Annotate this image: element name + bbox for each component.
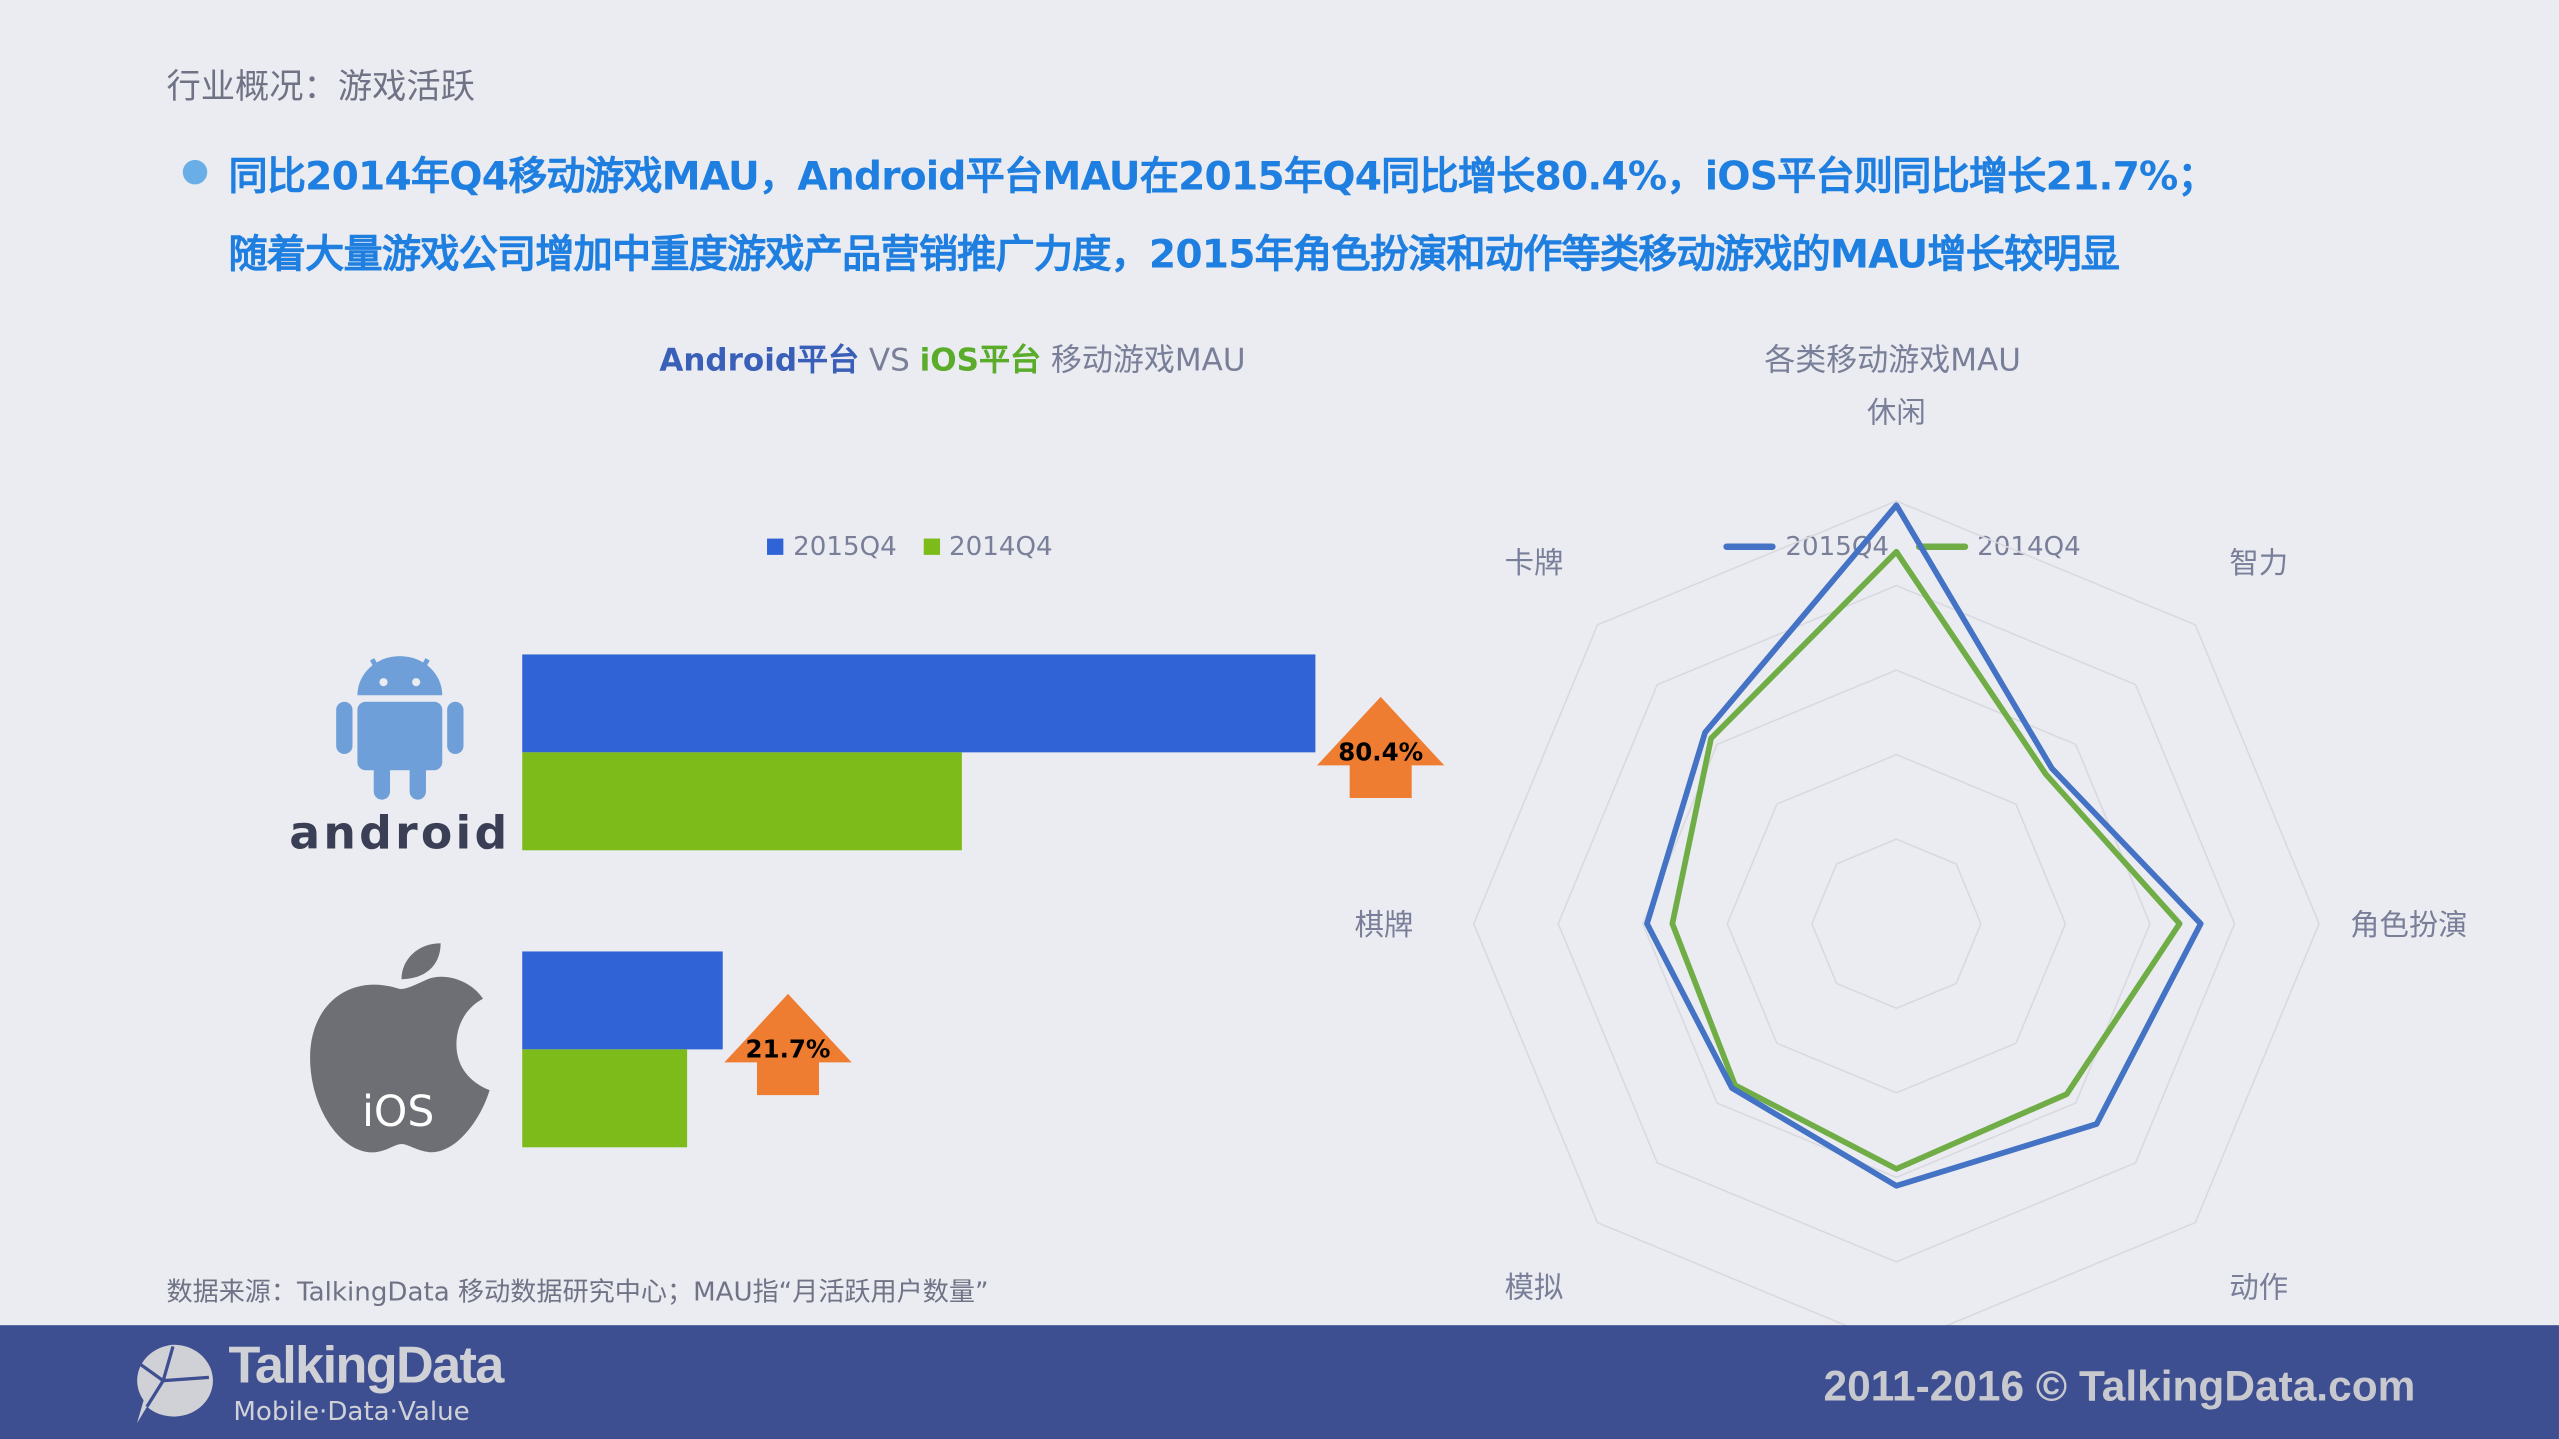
title-ios: iOS平台: [919, 342, 1042, 379]
radar-axis-label: 智力: [2229, 546, 2288, 580]
bar-ios-2015Q4: [522, 951, 723, 1050]
legend-swatch-2014: [922, 537, 940, 555]
radar-gridline: [1472, 500, 2320, 1348]
apple-logo-icon: [310, 943, 490, 1153]
growth-label-android: 80.4%: [1338, 738, 1423, 767]
legend-label-2015: 2015Q4: [793, 530, 897, 562]
title-vs: VS: [859, 342, 920, 379]
android-wordmark: android: [289, 807, 510, 860]
android-logo-icon: [336, 656, 464, 800]
bullet-dot: [182, 159, 208, 185]
footer-bar: [0, 1325, 2559, 1439]
radar-gridline: [1810, 838, 1982, 1010]
ios-wordmark: iOS: [362, 1088, 434, 1137]
bar-android-2015Q4: [522, 654, 1316, 753]
radar-gridline: [1557, 584, 2236, 1263]
bar-ios-2014Q4: [522, 1049, 688, 1148]
radar-chart-title: 各类移动游戏MAU: [1764, 342, 2021, 379]
legend-line-2015: [1723, 542, 1776, 550]
footer-brand: TalkingData: [228, 1334, 504, 1394]
bar-chart-title: Android平台 VS iOS平台 移动游戏MAU: [659, 336, 1245, 380]
radar-series-2014Q4: [1669, 548, 2183, 1172]
headline-line-1: 同比2014年Q4移动游戏MAU，Android平台MAU在2015年Q4同比增…: [228, 153, 2216, 200]
growth-arrow-icon: [1317, 696, 1445, 799]
bar-android-2014Q4: [522, 752, 962, 851]
radar-legend: 2015Q4 2014Q4: [1723, 530, 2081, 561]
radar-gridline: [1726, 753, 2067, 1094]
title-rest: 移动游戏MAU: [1041, 342, 1246, 379]
legend-label-2014: 2014Q4: [949, 530, 1053, 562]
radar-axis-label: 角色扮演: [2350, 908, 2467, 942]
radar-series-2015Q4: [1644, 502, 2204, 1189]
section-title: 行业概况：游戏活跃: [166, 66, 475, 107]
radar-axis-label: 动作: [2229, 1270, 2288, 1304]
legend-swatch-2015: [767, 537, 784, 555]
radar-axis-label: 休闲: [1867, 396, 1926, 430]
footer-tagline: Mobile·Data·Value: [233, 1395, 470, 1427]
title-android: Android平台: [659, 342, 860, 379]
growth-label-ios: 21.7%: [746, 1035, 831, 1064]
radar-gridline: [1641, 669, 2151, 1179]
talkingdata-logo-icon: [137, 1344, 213, 1424]
radar-axis-label: 模拟: [1505, 1270, 1564, 1304]
radar-axis-label: 棋牌: [1355, 908, 1414, 942]
bar-legend: 2015Q4 2014Q4: [767, 530, 1053, 561]
growth-arrow-icon: [724, 993, 852, 1096]
radar-axis-label: 卡牌: [1505, 546, 1564, 580]
legend-line-2014: [1915, 542, 1968, 550]
footer-copyright: 2011-2016 © TalkingData.com: [1823, 1361, 2416, 1411]
source-note: 数据来源：TalkingData 移动数据研究中心；MAU指“月活跃用户数量”: [166, 1276, 989, 1308]
headline-line-2: 随着大量游戏公司增加中重度游戏产品营销推广力度，2015年角色扮演和动作等类移动…: [228, 231, 2120, 278]
